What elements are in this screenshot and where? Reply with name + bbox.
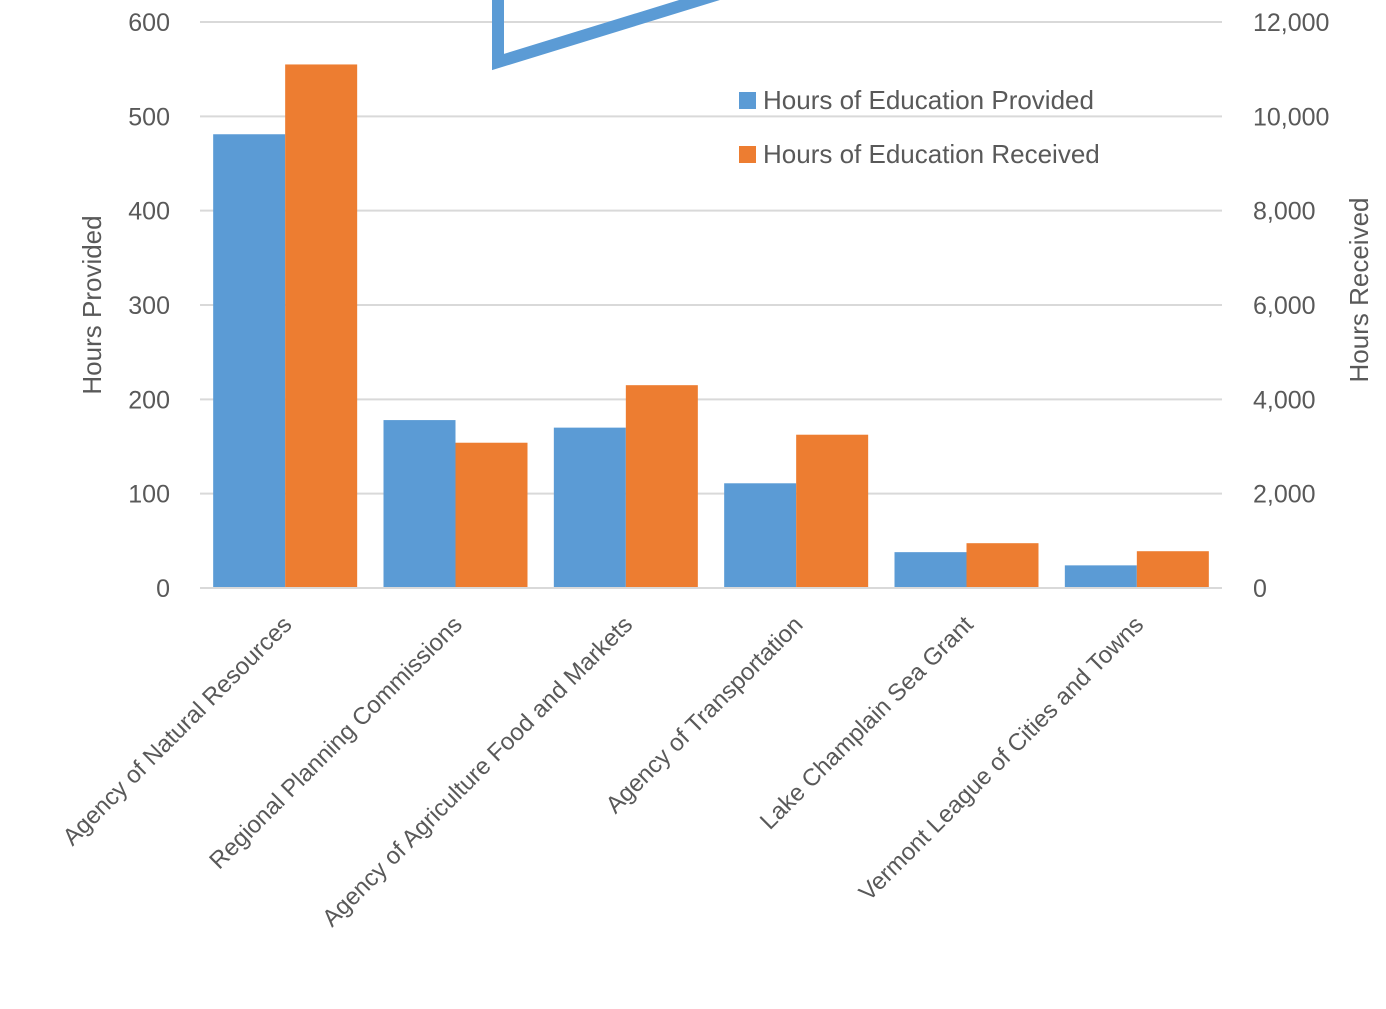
legend-swatch-provided — [739, 92, 756, 109]
category-label: Agency of Transportation — [601, 611, 809, 819]
right-tick-label: 2,000 — [1253, 481, 1316, 509]
bar-provided — [383, 420, 456, 588]
bar-received — [1136, 551, 1209, 588]
legend-label-provided: Hours of Education Provided — [763, 85, 1094, 115]
left-axis-ticks: 0 100 200 300 400 500 600 — [128, 9, 170, 603]
bar-received — [285, 64, 358, 588]
bar-provided — [553, 427, 626, 588]
bar-received — [796, 434, 869, 588]
bar-received — [455, 442, 528, 588]
bar-received — [966, 543, 1039, 588]
left-tick-label: 400 — [128, 198, 170, 226]
bar-provided — [724, 483, 797, 588]
right-tick-label: 4,000 — [1253, 386, 1316, 414]
right-tick-label: 8,000 — [1253, 198, 1316, 226]
legend: Hours of Education Provided Hours of Edu… — [739, 85, 1100, 169]
left-tick-label: 0 — [156, 575, 170, 603]
bar-received — [625, 385, 698, 588]
legend-label-received: Hours of Education Received — [763, 139, 1100, 169]
gridlines — [200, 21, 1222, 495]
left-axis-title: Hours Provided — [77, 215, 107, 394]
right-axis-ticks: 0 2,000 4,000 6,000 8,000 10,000 12,000 — [1253, 9, 1329, 603]
bar-provided — [894, 552, 967, 588]
category-label: Agency of Agriculture Food and Markets — [317, 611, 638, 932]
left-tick-label: 600 — [128, 9, 170, 37]
category-label: Vermont League of Cities and Towns — [854, 611, 1149, 906]
legend-swatch-received — [739, 146, 756, 163]
right-tick-label: 12,000 — [1253, 9, 1329, 37]
left-tick-label: 200 — [128, 386, 170, 414]
right-axis-title: Hours Received — [1344, 198, 1374, 383]
right-tick-label: 10,000 — [1253, 103, 1329, 131]
callout-arrow-shape — [492, 0, 720, 71]
bars — [213, 64, 1209, 589]
left-tick-label: 500 — [128, 103, 170, 131]
right-tick-label: 6,000 — [1253, 292, 1316, 320]
left-tick-label: 300 — [128, 292, 170, 320]
bar-provided — [1064, 565, 1137, 588]
right-tick-label: 0 — [1253, 575, 1267, 603]
left-tick-label: 100 — [128, 481, 170, 509]
bar-provided — [213, 134, 286, 589]
